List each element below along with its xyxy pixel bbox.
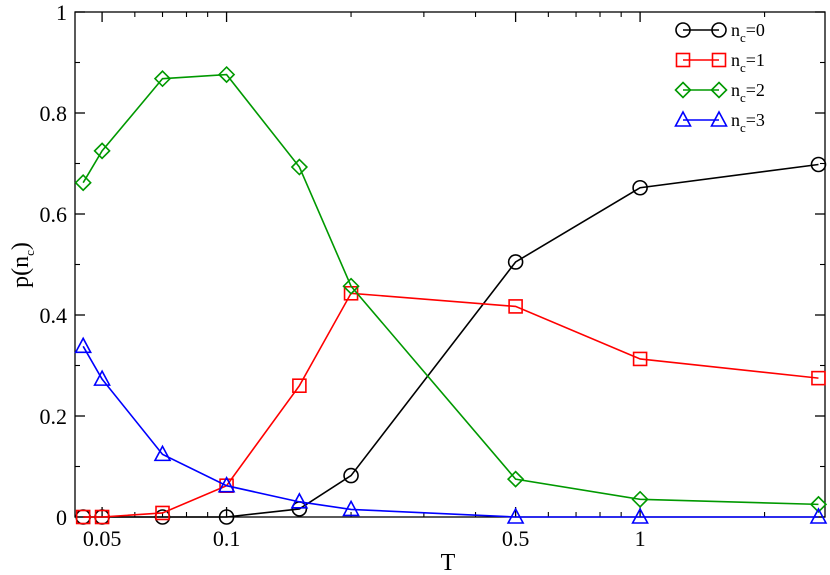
data-point bbox=[506, 470, 525, 488]
y-tick-label: 0.2 bbox=[40, 404, 68, 429]
data-point bbox=[93, 369, 111, 386]
legend-marker bbox=[675, 52, 691, 68]
y-axis-label: p(nc) bbox=[8, 242, 37, 288]
legend-marker bbox=[675, 22, 691, 38]
series-line bbox=[83, 163, 819, 518]
y-tick-label: 0.6 bbox=[40, 202, 68, 227]
data-point bbox=[811, 370, 826, 386]
data-point bbox=[290, 158, 309, 176]
x-tick-label: 0.5 bbox=[502, 526, 530, 551]
series-line bbox=[83, 292, 819, 518]
data-point bbox=[507, 254, 524, 270]
data-point bbox=[342, 499, 360, 517]
data-point bbox=[93, 142, 111, 160]
x-axis-label: T bbox=[441, 550, 456, 575]
data-point bbox=[75, 509, 91, 525]
data-point bbox=[155, 505, 170, 521]
data-point bbox=[74, 336, 93, 354]
data-point bbox=[508, 299, 523, 314]
plot-area bbox=[74, 11, 826, 518]
data-point bbox=[153, 70, 172, 88]
data-point bbox=[153, 444, 172, 462]
data-point bbox=[343, 467, 359, 484]
series-circle bbox=[75, 156, 827, 525]
x-tick-label: 1 bbox=[635, 526, 646, 551]
legend-label: nc=0 bbox=[731, 20, 765, 45]
series-line bbox=[82, 345, 819, 518]
data-point bbox=[217, 65, 236, 84]
data-point bbox=[809, 495, 828, 514]
series-line bbox=[82, 73, 819, 506]
data-point bbox=[74, 174, 92, 192]
data-point bbox=[809, 507, 828, 524]
y-tick-label: 0.8 bbox=[40, 101, 68, 126]
data-point bbox=[217, 475, 236, 493]
series-square bbox=[75, 285, 826, 525]
legend-marker bbox=[710, 110, 728, 127]
legend-marker bbox=[710, 81, 728, 99]
data-point bbox=[506, 507, 525, 524]
data-point bbox=[810, 156, 827, 173]
legend-label: nc=1 bbox=[731, 50, 765, 75]
plot-border bbox=[74, 11, 826, 518]
legend-label: nc=2 bbox=[731, 80, 765, 105]
y-tick-label: 0.4 bbox=[40, 303, 68, 328]
legend-label: nc=3 bbox=[731, 110, 765, 135]
x-tick-label: 0.1 bbox=[213, 526, 241, 551]
y-tick-label: 0 bbox=[56, 505, 67, 530]
data-point bbox=[94, 509, 110, 525]
data-point bbox=[342, 277, 360, 295]
series-diamond bbox=[74, 65, 828, 514]
data-point bbox=[631, 490, 649, 508]
data-point bbox=[631, 507, 649, 524]
x-tick-label: 0.05 bbox=[83, 526, 122, 551]
axis-ticks: 0.05 0.1 0.5 1 0 0.2 0.4 0.6 0.8 1 bbox=[40, 0, 825, 551]
data-point bbox=[218, 509, 235, 525]
data-point bbox=[632, 179, 648, 196]
data-point bbox=[632, 351, 648, 367]
legend: nc=0 nc=1 nc=2 nc=3 bbox=[674, 20, 765, 135]
data-point bbox=[290, 492, 309, 509]
legend-marker bbox=[711, 52, 727, 68]
data-point bbox=[292, 378, 307, 394]
legend-marker bbox=[674, 110, 692, 127]
legend-marker bbox=[674, 81, 692, 99]
y-tick-label: 1 bbox=[56, 0, 67, 25]
series-layer bbox=[74, 65, 828, 525]
series-triangle bbox=[74, 336, 828, 524]
legend-marker bbox=[711, 22, 727, 38]
